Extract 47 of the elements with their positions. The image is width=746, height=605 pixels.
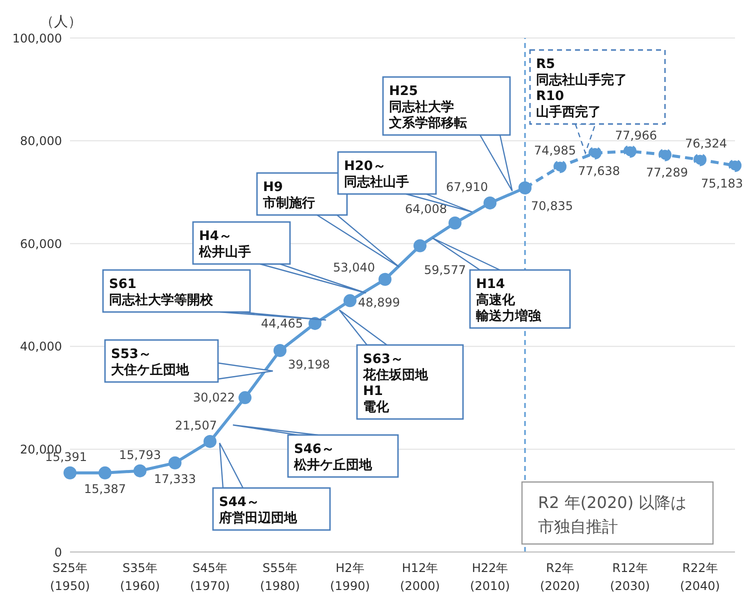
x-tick-label: H12年(2000) (400, 561, 440, 593)
annotation: R5同志社山手完了R10山手西完了 (536, 57, 627, 120)
y-tick-label: 60,000 (20, 236, 62, 251)
x-tick-label: R12年(2030) (610, 561, 650, 593)
annotation: H4～松井山手 (198, 229, 251, 260)
data-label: 64,008 (405, 202, 447, 216)
data-label: 53,040 (333, 260, 375, 274)
data-label: 70,835 (531, 198, 573, 213)
annotation: S53～大住ケ丘団地 (111, 347, 190, 378)
data-label: 77,966 (615, 128, 657, 142)
y-axis-title: （人） (40, 14, 82, 30)
data-label: 76,324 (685, 136, 727, 151)
x-tick-label: S35年(1960) (120, 561, 160, 593)
data-label: 67,910 (446, 180, 488, 194)
data-label: 30,022 (193, 390, 235, 405)
data-label: 39,198 (288, 358, 330, 372)
x-tick-label: S55年(1980) (260, 561, 300, 593)
data-label: 44,465 (261, 316, 303, 330)
x-tick-label: S45年(1970) (190, 561, 230, 593)
annotation: H20～同志社山手 (344, 159, 409, 190)
y-tick-label: 0 (54, 545, 62, 560)
x-tick-label: S25年(1950) (50, 561, 90, 593)
annotation: H25同志社大学文系学部移転 (388, 84, 467, 131)
x-tick-label: R2年(2020) (540, 561, 580, 593)
annotation: S61同志社大学等開校 (109, 277, 214, 308)
x-tick-label: H2年(1990) (330, 561, 370, 593)
y-tick-label: 100,000 (12, 31, 62, 46)
data-label: 48,899 (358, 296, 400, 310)
annotation: S63～花住坂団地H1電化 (362, 352, 429, 415)
data-label: 77,289 (646, 166, 688, 180)
annotation: H14高速化輸送力増強 (475, 277, 542, 324)
annotation: R2 年(2020) 以降は市独自推計 (538, 493, 687, 536)
annotation: H9市制施行 (262, 180, 315, 211)
annotation: S46～松井ケ丘団地 (293, 442, 373, 473)
data-label: 17,333 (154, 472, 196, 486)
x-tick-label: H22年(2010) (470, 561, 510, 593)
annotation: S44～府営田辺団地 (218, 495, 298, 526)
data-label: 74,985 (534, 144, 576, 158)
data-label: 21,507 (175, 418, 217, 432)
data-label: 15,387 (84, 482, 126, 496)
y-tick-label: 40,000 (20, 340, 62, 354)
data-label: 59,577 (424, 262, 466, 277)
data-label: 75,183 (701, 176, 743, 191)
x-tick-label: R22年(2040) (680, 561, 720, 593)
data-label: 77,638 (578, 164, 620, 178)
y-tick-label: 80,000 (20, 134, 62, 148)
data-label: 15,793 (119, 448, 161, 462)
